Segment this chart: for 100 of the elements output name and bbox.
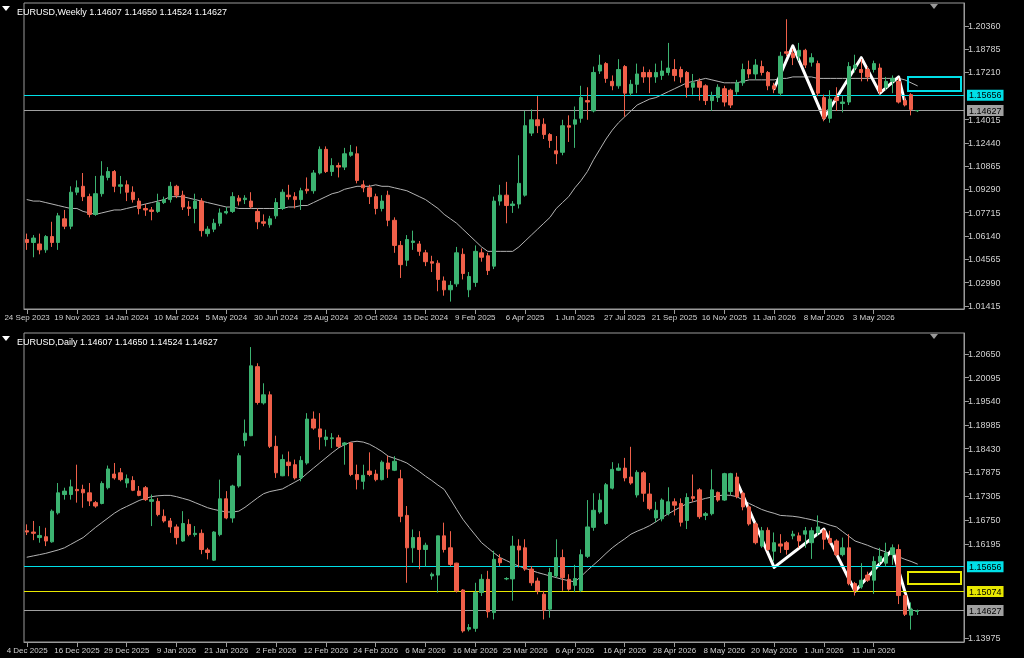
candlestick [629, 79, 633, 97]
candlestick [112, 169, 116, 193]
y-tick-label: 1.04565 [968, 254, 1001, 265]
candlestick [878, 547, 882, 566]
candlestick [280, 188, 285, 211]
candlestick [616, 462, 621, 472]
y-tick-label: 1.07715 [968, 207, 1001, 218]
candlestick [598, 54, 602, 75]
candlestick [535, 95, 540, 134]
candlestick [847, 533, 851, 586]
candlestick [324, 429, 328, 447]
candlestick [56, 482, 60, 516]
candlestick [479, 247, 484, 263]
x-tick-label: 21 Sep 2025 [651, 312, 698, 322]
y-tick-label: 1.10865 [968, 161, 1001, 172]
candlestick [797, 531, 801, 549]
candlestick [909, 601, 913, 631]
candlestick [106, 465, 110, 490]
candlestick [436, 535, 440, 594]
candlestick [610, 461, 614, 490]
candlestick [380, 194, 384, 212]
candlestick [218, 479, 222, 537]
candlestick [542, 590, 546, 620]
candlestick [635, 469, 639, 499]
candlestick [411, 230, 415, 251]
candlestick [118, 175, 123, 195]
ref-line-label: 1.14627 [969, 605, 1002, 616]
candlestick [342, 147, 347, 171]
candlestick [915, 109, 919, 113]
candlestick [224, 490, 228, 520]
candlestick [791, 48, 795, 66]
candlestick [486, 252, 490, 276]
candlestick [461, 247, 465, 280]
ref-line-label: 1.14627 [969, 105, 1002, 116]
x-tick-label: 24 Sep 2023 [4, 312, 51, 322]
x-tick-label: 11 Jun 2026 [852, 645, 896, 655]
candlestick [822, 528, 826, 551]
candlestick [81, 484, 85, 509]
y-tick-label: 1.02990 [968, 277, 1001, 288]
candlestick [772, 531, 776, 562]
candlestick [679, 66, 683, 84]
candlestick [417, 530, 421, 570]
candlestick [324, 145, 328, 174]
candlestick [37, 233, 42, 255]
candlestick [274, 435, 278, 479]
candlestick [890, 543, 895, 566]
candlestick [137, 197, 141, 215]
candlestick [243, 419, 247, 447]
candlestick [467, 623, 471, 632]
candlestick [510, 200, 515, 214]
candlestick [249, 191, 253, 209]
candlestick [187, 518, 191, 537]
candlestick [666, 42, 670, 76]
candlestick [442, 275, 446, 297]
candlestick [473, 244, 478, 288]
candlestick [753, 521, 758, 545]
x-tick-label: 30 Jun 2024 [254, 312, 299, 322]
y-tick-label: 1.17875 [968, 467, 1001, 478]
candlestick [361, 179, 365, 193]
candlestick [872, 60, 876, 73]
candlestick [361, 464, 365, 490]
candlestick [691, 73, 695, 96]
candlestick [840, 537, 845, 557]
candlestick [741, 63, 745, 87]
candlestick [106, 166, 110, 181]
candlestick [909, 92, 913, 116]
candlestick [573, 105, 577, 149]
x-tick-label: 12 Feb 2026 [303, 645, 349, 655]
x-tick-label: 8 Mar 2026 [803, 312, 845, 322]
candlestick [143, 485, 148, 502]
candlestick [766, 70, 770, 91]
candlestick [791, 530, 795, 540]
candlestick [349, 144, 353, 158]
candlestick [392, 455, 397, 472]
candlestick [367, 451, 372, 477]
candlestick [156, 193, 160, 214]
ref-line-label: 1.15656 [969, 561, 1002, 572]
candlestick [772, 82, 776, 94]
candlestick [411, 528, 415, 564]
candlestick [915, 609, 919, 616]
x-tick-label: 10 Mar 2024 [154, 312, 200, 322]
candlestick [237, 452, 241, 489]
candlestick [747, 60, 751, 79]
x-tick-label: 25 Mar 2026 [502, 645, 549, 655]
candlestick [87, 482, 92, 507]
candlestick [878, 63, 882, 96]
candlestick [31, 520, 36, 541]
candlestick [330, 432, 334, 449]
candlestick [31, 234, 36, 258]
candlestick [37, 525, 42, 544]
candlestick [268, 390, 272, 449]
candlestick [274, 197, 278, 220]
candlestick [349, 441, 353, 477]
x-tick-label: 11 Jan 2026 [752, 312, 797, 322]
candlestick [44, 527, 48, 547]
candlestick [100, 480, 104, 505]
y-tick-label: 1.20095 [968, 372, 1001, 383]
x-tick-label: 27 Jul 2025 [604, 312, 646, 322]
chart-title: EURUSD,Daily 1.14607 1.14650 1.14524 1.14627 [17, 336, 218, 347]
candlestick [548, 132, 552, 149]
